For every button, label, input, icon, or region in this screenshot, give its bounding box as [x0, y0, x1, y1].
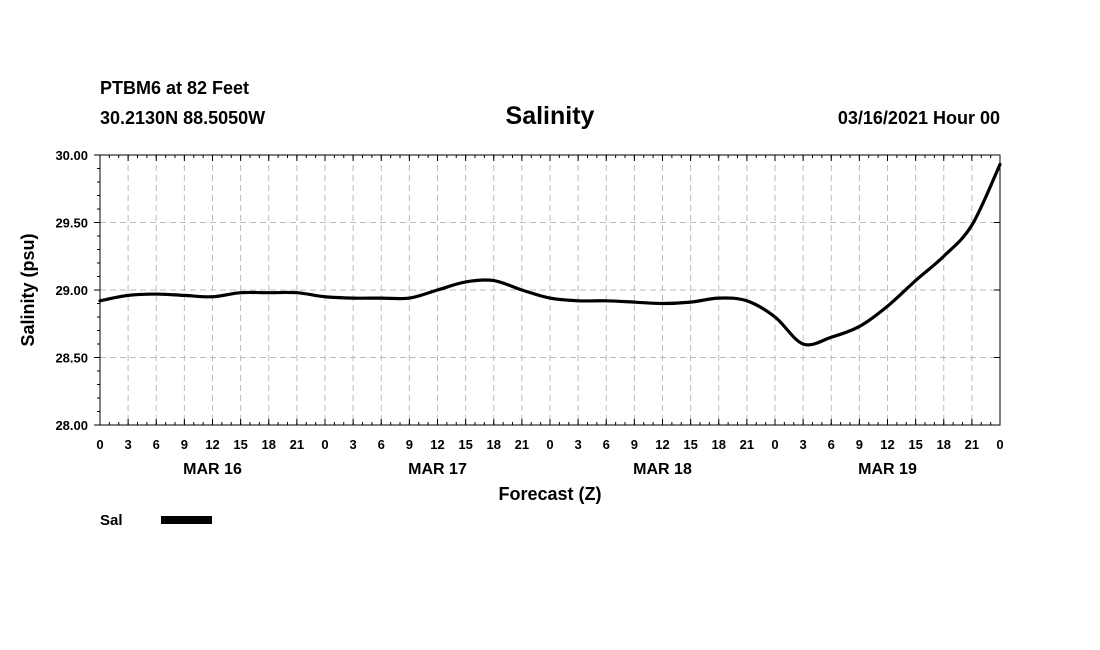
x-tick-label: 9 — [631, 437, 638, 452]
x-tick-label: 3 — [350, 437, 357, 452]
y-tick-label: 29.00 — [55, 283, 88, 298]
x-tick-label: 12 — [655, 437, 669, 452]
day-label: MAR 16 — [183, 461, 242, 478]
x-tick-label: 21 — [515, 437, 529, 452]
day-labels: MAR 16 MAR 17 MAR 18 MAR 19 — [183, 461, 917, 478]
day-label: MAR 19 — [858, 461, 917, 478]
y-tick-label: 29.50 — [55, 216, 88, 231]
x-tick-label: 6 — [828, 437, 835, 452]
station-label: PTBM6 at 82 Feet — [100, 78, 249, 98]
x-tick-label: 18 — [487, 437, 501, 452]
x-tick-label: 0 — [96, 437, 103, 452]
x-tick-label: 12 — [880, 437, 894, 452]
x-tick-label: 0 — [321, 437, 328, 452]
x-tick-label: 3 — [125, 437, 132, 452]
legend-label-sal: Sal — [100, 512, 123, 529]
coords-label: 30.2130N 88.5050W — [100, 108, 265, 128]
x-axis-title: Forecast (Z) — [498, 484, 601, 504]
x-tick-label: 12 — [430, 437, 444, 452]
plot-frame — [99, 154, 1001, 426]
y-tick-label: 28.00 — [55, 418, 88, 433]
x-tick-labels: 0 3 6 9 12 15 18 21 0 3 6 9 12 15 18 21 0 3 6 9 12 15 18 21 0 3 6 9… — [96, 437, 1003, 452]
x-tick-label: 18 — [937, 437, 951, 452]
x-tick-label: 3 — [575, 437, 582, 452]
chart-title: Salinity — [506, 102, 595, 130]
x-tick-label: 15 — [908, 437, 922, 452]
x-tick-label: 0 — [546, 437, 553, 452]
x-tick-label: 12 — [205, 437, 219, 452]
x-tick-label: 15 — [233, 437, 247, 452]
day-label: MAR 17 — [408, 461, 467, 478]
issued-label: 03/16/2021 Hour 00 — [838, 108, 1000, 128]
x-tick-label: 0 — [771, 437, 778, 452]
x-tick-label: 9 — [181, 437, 188, 452]
x-tick-label: 21 — [965, 437, 979, 452]
day-label: MAR 18 — [633, 461, 692, 478]
x-tick-label: 6 — [153, 437, 160, 452]
series-line-sal — [98, 162, 1002, 347]
legend-swatch-sal — [161, 516, 212, 524]
y-axis-title: Salinity (psu) — [18, 233, 38, 346]
x-tick-label: 21 — [290, 437, 304, 452]
x-tick-label: 18 — [712, 437, 726, 452]
x-tick-label: 0 — [996, 437, 1003, 452]
y-tick-labels: 28.00 28.50 29.00 29.50 30.00 — [55, 148, 88, 433]
x-tick-label: 15 — [683, 437, 697, 452]
x-tick-label: 6 — [378, 437, 385, 452]
x-tick-label: 21 — [740, 437, 754, 452]
grid-lines — [100, 155, 1000, 425]
x-tick-label: 9 — [856, 437, 863, 452]
x-tick-label: 18 — [262, 437, 276, 452]
x-tick-label: 6 — [603, 437, 610, 452]
x-tick-label: 9 — [406, 437, 413, 452]
y-tick-label: 28.50 — [55, 351, 88, 366]
y-tick-label: 30.00 — [55, 148, 88, 163]
series-group — [98, 162, 1002, 347]
x-tick-label: 15 — [458, 437, 472, 452]
x-tick-label: 3 — [800, 437, 807, 452]
